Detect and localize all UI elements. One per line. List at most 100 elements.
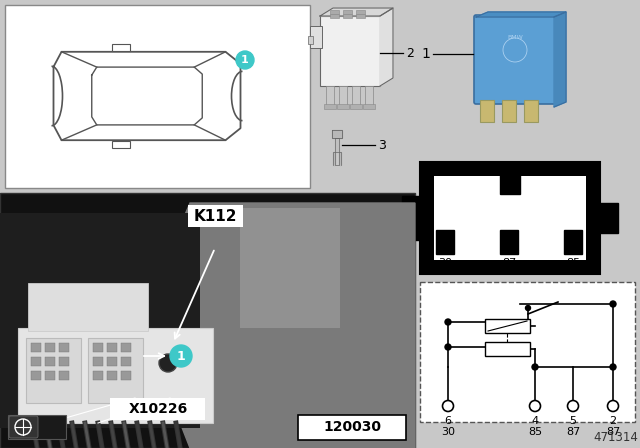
Text: 87: 87 (502, 258, 516, 268)
Bar (28, 283, 148, 331)
Circle shape (610, 364, 616, 370)
Polygon shape (554, 12, 566, 107)
Bar (326, 86, 334, 108)
Bar (45, 357, 55, 366)
Circle shape (170, 345, 192, 367)
Bar (93, 343, 103, 352)
Bar (310, 26, 322, 48)
Bar (93, 371, 103, 380)
Polygon shape (335, 138, 339, 152)
Bar (337, 104, 349, 109)
Bar (31, 371, 41, 380)
Text: 85: 85 (528, 427, 542, 437)
Bar (436, 230, 454, 254)
Bar (343, 14, 352, 18)
Circle shape (442, 401, 454, 412)
Polygon shape (332, 130, 342, 138)
Bar (59, 371, 69, 380)
Bar (500, 230, 518, 254)
Bar (485, 342, 530, 356)
Text: 85: 85 (566, 258, 580, 268)
Bar (59, 343, 69, 352)
Circle shape (445, 319, 451, 325)
Bar (320, 16, 380, 86)
Bar (480, 100, 494, 122)
Bar (240, 208, 340, 328)
Bar (107, 371, 117, 380)
Bar (356, 10, 365, 14)
Text: 2: 2 (609, 416, 616, 426)
Bar (5, 5, 310, 188)
Bar (45, 343, 55, 352)
Bar (402, 196, 422, 240)
FancyBboxPatch shape (9, 416, 38, 438)
Text: 120030: 120030 (323, 420, 381, 434)
Bar (121, 371, 131, 380)
Bar (26, 338, 81, 403)
Bar (31, 343, 41, 352)
Circle shape (607, 401, 618, 412)
Bar (112, 44, 130, 51)
Text: 30: 30 (441, 427, 455, 437)
Polygon shape (339, 152, 341, 165)
Bar (112, 141, 130, 148)
Bar (0, 213, 200, 428)
Bar (107, 343, 117, 352)
Text: 4: 4 (531, 416, 539, 426)
Bar (330, 14, 339, 18)
Bar (88, 338, 143, 403)
Bar (598, 203, 618, 233)
Text: 2: 2 (406, 47, 414, 60)
Bar (31, 357, 41, 366)
Bar (485, 319, 530, 333)
Text: X10226: X10226 (129, 402, 188, 416)
Bar (363, 104, 375, 109)
FancyBboxPatch shape (474, 15, 556, 104)
Bar (352, 86, 360, 108)
Circle shape (445, 344, 451, 350)
Text: 6: 6 (445, 416, 451, 426)
Polygon shape (140, 203, 415, 448)
Bar (59, 357, 69, 366)
Bar (502, 100, 516, 122)
Bar (110, 398, 205, 420)
Circle shape (529, 401, 541, 412)
Circle shape (525, 306, 531, 310)
Bar (420, 162, 600, 274)
Bar (324, 104, 336, 109)
Polygon shape (320, 8, 393, 16)
Circle shape (610, 301, 616, 307)
Text: 471314: 471314 (593, 431, 638, 444)
Circle shape (236, 51, 254, 69)
Text: 87: 87 (606, 427, 620, 437)
Bar (308, 36, 313, 44)
Bar (356, 14, 365, 18)
Bar (93, 357, 103, 366)
Bar (365, 86, 373, 108)
Text: 87: 87 (503, 162, 517, 172)
Text: K112: K112 (193, 208, 237, 224)
Bar (434, 176, 586, 260)
Bar (18, 328, 213, 423)
Bar (343, 10, 352, 14)
Text: 1: 1 (241, 55, 249, 65)
Bar (188, 205, 243, 227)
Circle shape (568, 401, 579, 412)
Bar (298, 415, 406, 440)
Bar (339, 86, 347, 108)
Text: 30: 30 (438, 258, 452, 268)
Text: 1: 1 (177, 349, 186, 362)
Bar (524, 100, 538, 122)
Bar (8, 415, 66, 439)
Text: 5: 5 (570, 416, 577, 426)
Bar (330, 10, 339, 14)
Bar (107, 357, 117, 366)
Text: 1: 1 (421, 47, 430, 61)
Text: BMW: BMW (507, 34, 523, 39)
Bar (121, 357, 131, 366)
Bar (564, 230, 582, 254)
Bar (45, 371, 55, 380)
Bar (350, 104, 362, 109)
Bar (0, 193, 415, 448)
Bar (500, 174, 520, 194)
